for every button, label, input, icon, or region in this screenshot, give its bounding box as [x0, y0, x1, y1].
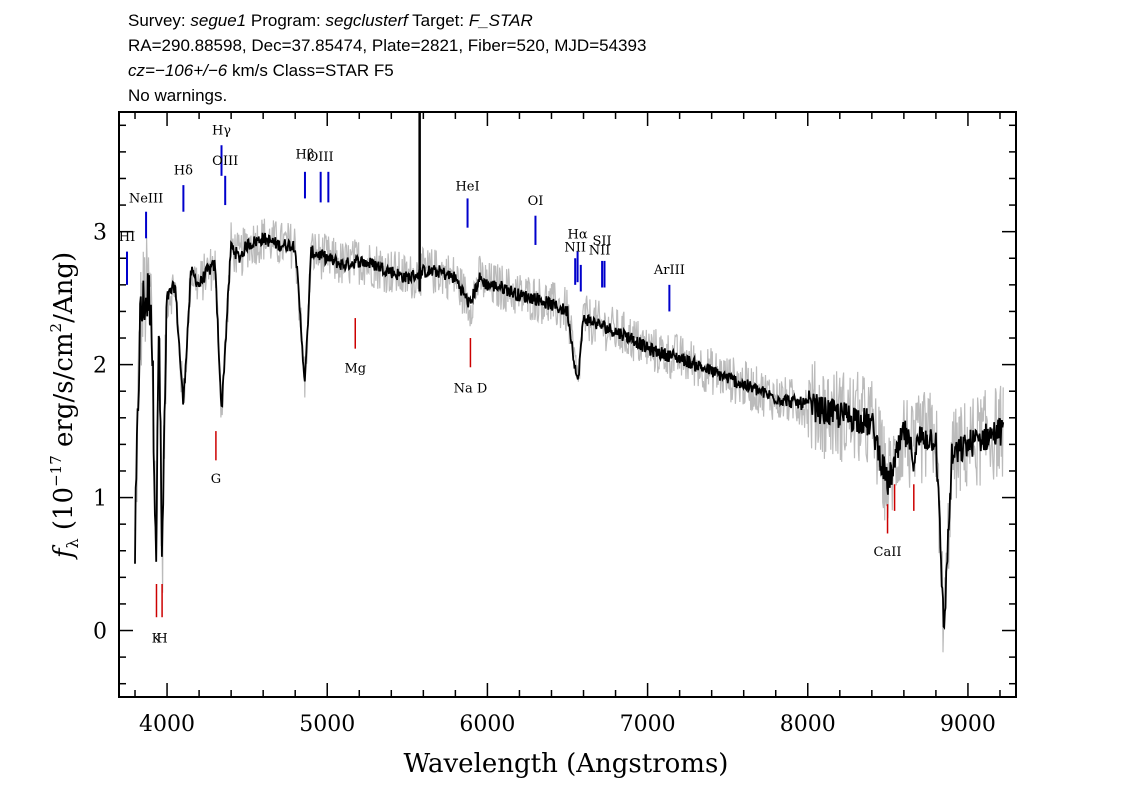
y-axis-title: fλ (10−17 erg/s/cm2/Ang) — [47, 252, 82, 560]
emission-line-label: OIII — [212, 154, 238, 169]
emission-line-label: NII — [589, 243, 611, 258]
emission-line-label: Hβ — [296, 148, 315, 163]
target-value: F_STAR — [468, 11, 533, 30]
absorption-line-label: CaII — [874, 545, 902, 560]
spectrum-header: Survey: segue1 Program: segclusterf Targ… — [128, 8, 646, 108]
absorption-line-label: K — [152, 632, 162, 647]
coordinates-line: RA=290.88598, Dec=37.85474, Plate=2821, … — [128, 36, 647, 55]
emission-line-label: Hδ — [174, 163, 193, 178]
program-value: segclusterf — [325, 11, 408, 30]
y-tick-label: 0 — [93, 620, 107, 645]
emission-line-label: Hγ — [212, 124, 231, 139]
flux-line — [134, 232, 1005, 630]
y-tick-label: 1 — [93, 487, 107, 512]
absorption-line-label: G — [211, 472, 221, 487]
x-tick-label: 4000 — [139, 712, 195, 737]
emission-line-label: Hα — [568, 227, 588, 242]
emission-line-label: OI — [528, 194, 544, 209]
cz-value: cz=−106+/−6 — [128, 61, 228, 80]
absorption-line-label: Na D — [454, 382, 488, 397]
envelope-line — [134, 218, 1004, 653]
plot-frame — [118, 111, 1017, 698]
emission-line-label: NII — [564, 241, 586, 256]
emission-line-label: SII — [593, 234, 612, 249]
y-tick-label: 3 — [93, 221, 107, 246]
flux-series — [134, 112, 1005, 631]
absorption-line-label: H — [156, 632, 167, 647]
x-tick-label: 7000 — [620, 712, 676, 737]
warnings-line: No warnings. — [128, 86, 228, 105]
y-tick-label: 2 — [93, 354, 107, 379]
x-axis-title: Wavelength (Angstroms) — [404, 749, 729, 779]
survey-line: Survey: segue1 Program: segclusterf Targ… — [128, 11, 533, 30]
emission-line-label: HeI — [455, 179, 479, 194]
emission-line-label: NeIII — [129, 191, 163, 206]
redshift-line: cz=−106+/−6 km/s Class=STAR F5 — [128, 61, 394, 80]
emission-line-label: HI — [119, 230, 135, 245]
survey-value: segue1 — [190, 11, 247, 30]
x-tick-label: 6000 — [459, 712, 515, 737]
emission-line-label: OIII — [308, 150, 334, 165]
x-tick-label: 9000 — [940, 712, 996, 737]
emission-line-label: ArIII — [653, 263, 685, 278]
uncertainty-envelope — [134, 218, 1004, 653]
axes: 4000 5000 6000 7000 8000 9000 0 1 2 3 — [93, 111, 1017, 737]
x-tick-label: 8000 — [780, 712, 836, 737]
absorption-line-label: Mg — [344, 362, 366, 377]
x-tick-label: 5000 — [299, 712, 355, 737]
